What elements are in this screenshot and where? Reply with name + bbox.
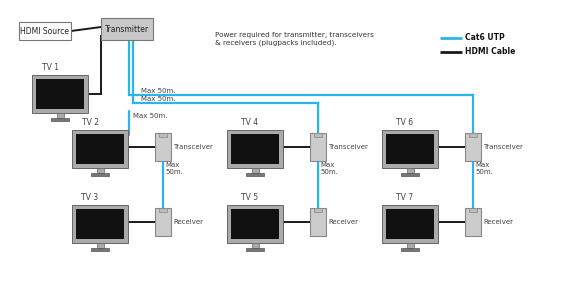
- Text: TV 4: TV 4: [242, 118, 259, 127]
- Bar: [91, 248, 109, 251]
- Text: Max 50m.: Max 50m.: [141, 88, 176, 94]
- Bar: [401, 173, 419, 176]
- Bar: [246, 248, 264, 251]
- Text: TV 5: TV 5: [242, 193, 259, 202]
- Bar: [36, 79, 84, 109]
- Text: HDMI Source: HDMI Source: [21, 26, 70, 36]
- Bar: [231, 134, 279, 164]
- Bar: [72, 205, 128, 243]
- Bar: [51, 118, 69, 121]
- Bar: [406, 168, 413, 173]
- Bar: [386, 134, 434, 164]
- Bar: [382, 130, 438, 168]
- Bar: [465, 133, 481, 161]
- Text: Power required for transmitter, transceivers
& receivers (plugpacks included).: Power required for transmitter, transcei…: [215, 32, 374, 47]
- Bar: [76, 209, 124, 239]
- Bar: [101, 18, 153, 40]
- Bar: [96, 168, 104, 173]
- Bar: [465, 208, 481, 236]
- Bar: [32, 75, 88, 113]
- Bar: [386, 209, 434, 239]
- Bar: [231, 209, 279, 239]
- Text: Cat6 UTP: Cat6 UTP: [465, 34, 505, 43]
- Text: Max 50m.: Max 50m.: [141, 96, 176, 102]
- Text: Transmitter: Transmitter: [105, 24, 149, 34]
- Text: Max 50m.: Max 50m.: [133, 113, 168, 119]
- Bar: [310, 133, 326, 161]
- Text: Receiver: Receiver: [483, 219, 513, 225]
- Bar: [159, 133, 167, 137]
- Text: Max
50m.: Max 50m.: [165, 162, 183, 175]
- Bar: [401, 248, 419, 251]
- Bar: [91, 173, 109, 176]
- Bar: [251, 168, 259, 173]
- Text: TV 7: TV 7: [397, 193, 414, 202]
- Bar: [56, 113, 63, 118]
- Text: Receiver: Receiver: [328, 219, 358, 225]
- Text: TV 1: TV 1: [42, 63, 59, 72]
- Bar: [72, 130, 128, 168]
- Bar: [406, 243, 413, 248]
- Text: TV 6: TV 6: [397, 118, 414, 127]
- Bar: [159, 208, 167, 212]
- Bar: [251, 243, 259, 248]
- Bar: [469, 208, 477, 212]
- Bar: [382, 205, 438, 243]
- Bar: [314, 208, 322, 212]
- Bar: [227, 130, 283, 168]
- Bar: [76, 134, 124, 164]
- Text: TV 3: TV 3: [82, 193, 99, 202]
- Bar: [96, 243, 104, 248]
- Text: Max
50m.: Max 50m.: [475, 162, 493, 175]
- Bar: [19, 22, 71, 40]
- Text: Transceiver: Transceiver: [483, 144, 523, 150]
- Text: Receiver: Receiver: [173, 219, 203, 225]
- Bar: [314, 133, 322, 137]
- Bar: [155, 133, 171, 161]
- Bar: [469, 133, 477, 137]
- Text: HDMI Cable: HDMI Cable: [465, 47, 515, 57]
- Bar: [227, 205, 283, 243]
- Text: Max
50m.: Max 50m.: [320, 162, 338, 175]
- Bar: [310, 208, 326, 236]
- Text: Transceiver: Transceiver: [173, 144, 213, 150]
- Text: Transceiver: Transceiver: [328, 144, 368, 150]
- Bar: [155, 208, 171, 236]
- Text: TV 2: TV 2: [82, 118, 99, 127]
- Bar: [246, 173, 264, 176]
